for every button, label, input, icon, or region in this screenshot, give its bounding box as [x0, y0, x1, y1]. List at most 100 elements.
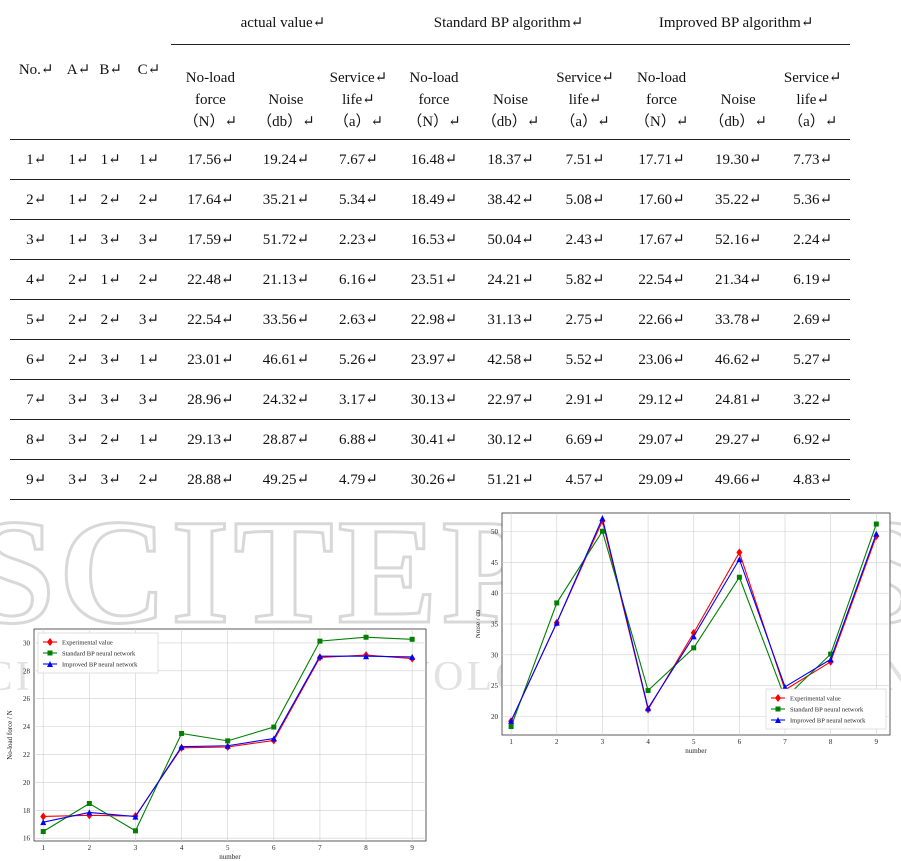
- table-cell: 3↵: [100, 232, 121, 248]
- table-sub-header: No-load force （N）↵ Noise （db）↵ Service↵ life↵ （…: [10, 45, 850, 140]
- header-no: No.↵: [18, 61, 54, 78]
- legend-swatch-marker: [775, 694, 781, 702]
- y-tick-label: 18: [23, 807, 31, 815]
- table-cell: 46.62↵: [714, 352, 762, 368]
- table-cell: 7.67↵: [339, 152, 378, 168]
- y-tick-label: 35: [491, 621, 499, 629]
- table-cell: 17.60↵: [638, 192, 685, 208]
- table-row: 5↵ 2↵ 2↵ 3↵ 22.54↵ 33.56↵ 2.63↵ 22.98↵ 31.13↵ 2.7…: [10, 300, 850, 340]
- table-cell: 3↵: [68, 392, 89, 408]
- header-actual-noise: Noise （db）↵: [250, 45, 323, 140]
- table-cell: 6.92↵: [793, 432, 833, 448]
- header-line: （db）↵: [481, 114, 540, 130]
- table-cell: 4.57↵: [565, 472, 605, 488]
- table-cell: 49.66↵: [714, 472, 762, 488]
- header-group-actual: actual value↵: [171, 0, 395, 45]
- table-cell: 23.51↵: [410, 272, 458, 288]
- data-point: [40, 819, 47, 826]
- y-tick-label: 26: [23, 695, 31, 703]
- x-tick-label: 5: [692, 738, 696, 746]
- x-axis-label: number: [219, 853, 241, 861]
- series-2: [40, 653, 416, 826]
- legend-entry: Improved BP neural network: [62, 662, 138, 669]
- y-tick-label: 24: [23, 723, 31, 731]
- table-cell: 51.21↵: [487, 472, 534, 488]
- table-cell: 23.97↵: [410, 352, 458, 368]
- data-point: [178, 743, 185, 750]
- table-cell: 24.32↵: [262, 392, 310, 408]
- y-tick-label: 45: [491, 559, 499, 567]
- header-line: Service↵: [329, 70, 388, 86]
- table-cell: 1↵: [138, 432, 159, 448]
- table-cell: 7↵: [26, 392, 47, 408]
- table-cell: 51.72↵: [262, 232, 310, 248]
- table-cell: 5.52↵: [565, 352, 605, 368]
- table-row: 4↵ 2↵ 1↵ 2↵ 22.48↵ 21.13↵ 6.16↵ 23.51↵ 24.21↵ 5.8…: [10, 260, 850, 300]
- table-cell: 30.13↵: [410, 392, 458, 408]
- data-point: [690, 633, 697, 640]
- table-cell: 5.36↵: [793, 192, 833, 208]
- table-cell: 3↵: [138, 232, 159, 248]
- x-tick-label: 2: [88, 844, 92, 852]
- table-row: 9↵ 3↵ 3↵ 2↵ 28.88↵ 49.25↵ 4.79↵ 30.26↵ 51.21↵ 4.5…: [10, 460, 850, 500]
- data-point: [132, 813, 139, 820]
- table-cell: 31.13↵: [487, 312, 534, 328]
- legend-entry: Standard BP neural network: [62, 651, 136, 658]
- table-cell: 2.24↵: [793, 232, 833, 248]
- table-cell: 5.82↵: [565, 272, 605, 288]
- table-cell: 22.97↵: [487, 392, 534, 408]
- table-row: 1↵ 1↵ 1↵ 1↵ 17.56↵ 19.24↵ 7.67↵ 16.48↵ 18.37↵ 7.5…: [10, 140, 850, 180]
- header-line: life↵: [796, 92, 829, 108]
- data-point: [40, 812, 47, 821]
- table-cell: 2↵: [100, 312, 121, 328]
- table-cell: 29.12↵: [638, 392, 685, 408]
- data-point: [363, 653, 370, 660]
- table-cell: 2↵: [68, 352, 89, 368]
- header-line: Service↵: [783, 70, 842, 86]
- data-point: [179, 730, 185, 736]
- table-cell: 6.88↵: [339, 432, 378, 448]
- x-tick-label: 6: [738, 738, 742, 746]
- table-cell: 30.26↵: [410, 472, 458, 488]
- table-cell: 8↵: [26, 432, 47, 448]
- table-cell: 28.88↵: [187, 472, 234, 488]
- table-cell: 3↵: [26, 232, 47, 248]
- header-line: （db）↵: [709, 114, 767, 130]
- table-cell: 2.23↵: [339, 232, 378, 248]
- table-cell: 24.21↵: [487, 272, 534, 288]
- table-cell: 52.16↵: [714, 232, 762, 248]
- header-line: force: [194, 92, 226, 108]
- data-point: [553, 619, 560, 626]
- table-cell: 2↵: [138, 272, 159, 288]
- table-cell: 17.59↵: [187, 232, 234, 248]
- data-point: [645, 705, 652, 712]
- header-b: B↵: [99, 61, 122, 78]
- table-cell: 21.13↵: [262, 272, 310, 288]
- header-improved-noise: Noise （db）↵: [701, 45, 776, 140]
- legend-box: [37, 632, 159, 674]
- data-point: [645, 688, 651, 694]
- legend: Experimental value Standard BP neural net…: [37, 632, 159, 674]
- data-point: [508, 717, 515, 724]
- legend-swatch-marker: [47, 638, 53, 646]
- header-standard-life: Service↵ life↵ （a）↵: [548, 45, 623, 140]
- table-cell: 18.49↵: [410, 192, 458, 208]
- data-point: [224, 742, 231, 749]
- y-axis-label: Noise / db: [476, 609, 482, 638]
- table-cell: 33.56↵: [262, 312, 310, 328]
- y-tick-label: 22: [23, 751, 31, 759]
- x-tick-label: 4: [646, 738, 650, 746]
- table-cell: 5.08↵: [565, 192, 605, 208]
- table-cell: 2.43↵: [565, 232, 605, 248]
- table-cell: 35.22↵: [714, 192, 762, 208]
- table-row: 7↵ 3↵ 3↵ 3↵ 28.96↵ 24.32↵ 3.17↵ 30.13↵ 22.97↵ 2.9…: [10, 380, 850, 420]
- data-point: [363, 634, 369, 640]
- table-cell: 4↵: [26, 272, 47, 288]
- x-tick-label: 2: [555, 738, 559, 746]
- table-row: 8↵ 3↵ 2↵ 1↵ 29.13↵ 28.87↵ 6.88↵ 30.41↵ 30.12↵ 6.6…: [10, 420, 850, 460]
- table-cell: 46.61↵: [262, 352, 310, 368]
- results-table: No.↵ A↵ B↵ C↵ actual value↵ Standard BP …: [10, 0, 850, 500]
- table-cell: 28.87↵: [262, 432, 310, 448]
- header-line: Noise: [493, 92, 528, 108]
- table-cell: 1↵: [100, 272, 121, 288]
